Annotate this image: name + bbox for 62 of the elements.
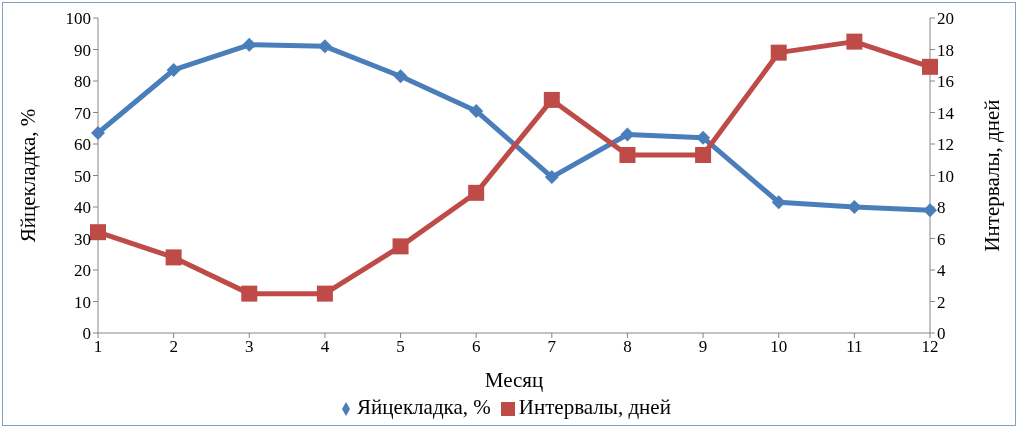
y-tick-label: 0	[82, 324, 91, 344]
y2-tick-label: 4	[937, 261, 946, 281]
y2-tick-label: 18	[937, 40, 954, 60]
y-tick-label: 10	[74, 292, 91, 312]
point	[166, 62, 181, 77]
point	[696, 130, 711, 145]
y2-tick-label: 2	[937, 292, 946, 312]
x-axis-title: Месяц	[484, 368, 544, 392]
point	[242, 37, 257, 52]
point	[847, 200, 862, 214]
y-tick-label: 30	[74, 229, 91, 249]
legend-label: Яйцекладка, %	[357, 395, 491, 419]
y2-axis-title: Интервалы, дней	[980, 99, 1005, 252]
point	[392, 238, 409, 255]
point	[543, 91, 560, 108]
y2-tick-label: 8	[937, 198, 946, 218]
y2-tick-label: 10	[937, 166, 954, 186]
x-tick-label: 12	[921, 337, 939, 357]
y-tick-label: 20	[74, 261, 91, 281]
y-tick-label: 60	[74, 135, 91, 155]
y-tick-label: 90	[74, 40, 91, 60]
x-tick-label: 8	[623, 337, 632, 357]
x-tick-label: 1	[93, 337, 103, 357]
point	[544, 170, 559, 185]
x-tick-label: 9	[698, 337, 708, 357]
y2-tick-label: 20	[937, 9, 954, 29]
y2-tick-label: 14	[937, 103, 955, 123]
y-tick-label: 80	[74, 72, 91, 92]
point	[165, 249, 182, 266]
y2-tick-label: 16	[937, 72, 954, 92]
point	[468, 184, 485, 201]
point	[923, 203, 937, 218]
y-tick-label: 40	[74, 198, 91, 218]
point	[770, 44, 787, 61]
point	[695, 147, 712, 164]
point	[393, 69, 408, 84]
x-tick-label: 2	[169, 337, 178, 357]
point	[619, 147, 636, 164]
x-tick-label: 10	[770, 337, 788, 357]
point	[922, 58, 938, 75]
point	[469, 103, 484, 118]
point	[846, 33, 863, 50]
x-tick-label: 4	[320, 337, 330, 357]
y2-tick-label: 6	[937, 229, 946, 249]
point	[620, 127, 635, 142]
y2-tick-label: 12	[937, 135, 954, 155]
x-tick-label: 7	[547, 337, 557, 357]
x-tick-label: 6	[471, 337, 481, 357]
legend-label: Интервалы, дней	[518, 395, 671, 419]
y-tick-label: 70	[74, 103, 91, 123]
point	[90, 224, 106, 241]
y-tick-label: 50	[74, 166, 91, 186]
x-tick-label: 3	[245, 337, 254, 357]
y2-tick-label: 0	[937, 324, 946, 344]
y-tick-label: 100	[65, 9, 91, 29]
point	[91, 125, 105, 140]
x-tick-label: 11	[846, 337, 863, 357]
point	[316, 285, 333, 302]
y-axis-title: Яйцекладка, %	[16, 108, 41, 243]
point	[771, 195, 786, 210]
point	[241, 285, 258, 302]
x-tick-label: 5	[396, 337, 405, 357]
